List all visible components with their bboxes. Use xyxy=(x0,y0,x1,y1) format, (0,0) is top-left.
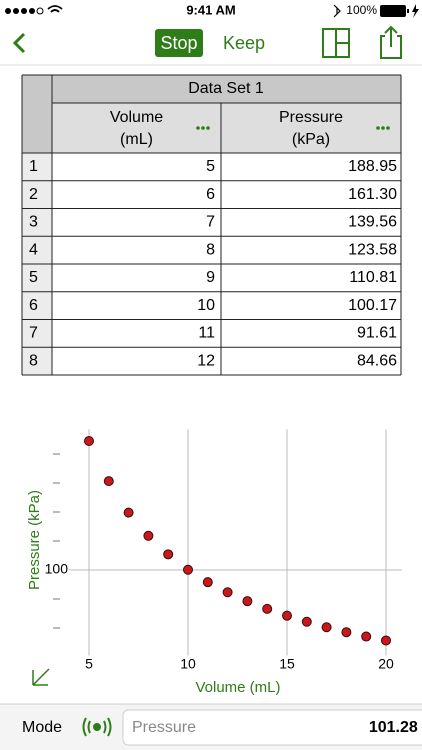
index-header xyxy=(22,75,52,153)
cell: 5 xyxy=(206,158,215,175)
data-point xyxy=(381,635,391,646)
back-button[interactable] xyxy=(12,32,26,54)
keep-button[interactable]: Keep xyxy=(223,33,265,53)
cell: 12 xyxy=(197,352,215,369)
data-point xyxy=(103,476,114,487)
data-point xyxy=(262,603,273,614)
cell: 10 xyxy=(197,297,215,314)
footer: Mode Pressure 101.28 k xyxy=(0,703,422,750)
row-index: 3 xyxy=(29,214,38,231)
time: 9:41 AM xyxy=(186,2,235,17)
cell: 7 xyxy=(206,214,215,231)
status-bar: 9:41 AM 100% xyxy=(5,2,419,18)
x-axis-label: Volume (mL) xyxy=(195,679,280,696)
column-menu[interactable] xyxy=(381,126,385,130)
data-point xyxy=(163,549,174,560)
data-point xyxy=(123,507,134,518)
data-point xyxy=(242,596,253,607)
row-index: 2 xyxy=(29,186,38,203)
column-menu[interactable] xyxy=(206,126,210,130)
nav-bar: Stop Keep xyxy=(0,25,422,66)
cell: 110.81 xyxy=(349,269,397,286)
data-point xyxy=(361,631,372,642)
sensor-icon[interactable] xyxy=(82,717,112,737)
y-axis-label: Pressure (kPa) xyxy=(26,490,43,590)
x-tick-label: 20 xyxy=(378,655,394,671)
mode-label: Mode xyxy=(22,719,62,736)
data-point xyxy=(222,587,233,598)
column-name: Volume xyxy=(110,109,163,126)
column-menu[interactable] xyxy=(196,126,200,130)
data-point xyxy=(321,622,332,633)
data-point xyxy=(341,627,352,638)
data-point xyxy=(301,616,312,627)
row-index: 4 xyxy=(29,241,38,258)
cell: 84.66 xyxy=(357,352,397,369)
column-menu[interactable] xyxy=(386,126,390,130)
data-table: Data Set 1 Volume (mL) Pressure (kPa) 1 5 188.9… xyxy=(21,74,402,376)
cell: 91.61 xyxy=(357,325,397,342)
cell: 6 xyxy=(206,186,215,203)
stop-label[interactable]: Stop xyxy=(160,33,197,53)
data-point xyxy=(282,610,292,621)
chart: Pressure (kPa) Volume (mL) 5 10 15 20 100 xyxy=(26,429,402,696)
cell: 123.58 xyxy=(348,241,397,258)
column-menu[interactable] xyxy=(201,126,205,130)
data-point xyxy=(143,530,154,541)
table-title: Data Set 1 xyxy=(188,80,264,97)
sensor-reading: 101.28 k xyxy=(369,719,422,736)
column-name: Pressure xyxy=(279,109,343,126)
column-menu[interactable] xyxy=(376,126,380,130)
data-point xyxy=(183,564,193,575)
cell: 161.30 xyxy=(348,186,397,203)
cell: 139.56 xyxy=(348,214,397,231)
share-button[interactable] xyxy=(380,25,402,59)
row-index: 7 xyxy=(29,325,38,342)
column-unit: (mL) xyxy=(120,131,153,148)
column-unit: (kPa) xyxy=(292,131,330,148)
row-index: 1 xyxy=(29,158,38,175)
row-index: 8 xyxy=(29,352,38,369)
cell: 8 xyxy=(206,241,215,258)
battery-level: 100% xyxy=(346,3,377,17)
column-header xyxy=(52,103,401,153)
row-index: 5 xyxy=(29,269,38,286)
layout-button[interactable] xyxy=(322,28,350,58)
title-header xyxy=(52,75,401,103)
stop-button[interactable] xyxy=(155,29,203,57)
row-index: 6 xyxy=(29,297,38,314)
x-tick-label: 10 xyxy=(180,655,196,671)
cell: 188.95 xyxy=(348,158,397,175)
cell: 11 xyxy=(198,325,215,342)
sensor-name: Pressure xyxy=(132,719,196,736)
data-point xyxy=(202,577,213,588)
y-tick-label: 100 xyxy=(45,561,69,577)
cell: 9 xyxy=(206,269,215,286)
x-tick-label: 15 xyxy=(279,655,295,671)
sensor-field[interactable] xyxy=(122,709,422,746)
cell: 100.17 xyxy=(348,297,397,314)
x-tick-label: 5 xyxy=(85,655,93,671)
data-point xyxy=(84,436,94,447)
graph-tools-button[interactable] xyxy=(32,668,50,686)
